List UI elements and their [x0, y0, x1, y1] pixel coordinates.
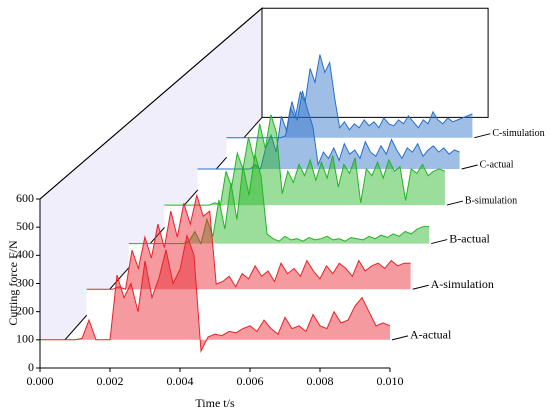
floor-strip [164, 205, 445, 228]
line [40, 233, 391, 353]
y-tick-label: 0 [28, 360, 34, 374]
line [86, 193, 411, 290]
y-tick-label: 600 [16, 191, 34, 205]
y-axis-label: Cutting force F/N [6, 240, 20, 326]
label-leader [474, 133, 491, 139]
label-leader [446, 200, 464, 206]
line [128, 153, 430, 246]
series-label: A-simulation [431, 277, 494, 291]
area [197, 90, 460, 169]
floor-strip [40, 339, 390, 368]
y-tick-label: 400 [16, 247, 34, 261]
x-tick-label: 0.000 [27, 374, 54, 388]
x-tick-label: 0.008 [307, 374, 334, 388]
y-tick-label: 200 [16, 303, 34, 317]
y-tick-label: 300 [16, 275, 34, 289]
x-tick-label: 0.002 [97, 374, 124, 388]
back-wall [261, 7, 489, 118]
top-edge [39, 7, 263, 200]
label-leader [431, 239, 448, 245]
series-label: C-simulation [492, 128, 544, 139]
floor-strip [128, 243, 430, 268]
line [197, 90, 460, 170]
area [164, 114, 445, 206]
area [86, 195, 411, 290]
floor-strip [197, 169, 460, 191]
label-leader [461, 164, 478, 170]
floor-strip [86, 289, 411, 316]
series-label: B-simulation [465, 195, 517, 206]
line [164, 114, 446, 206]
area [40, 235, 390, 352]
x-axis-label: Time t/s [195, 396, 235, 410]
label-leader [412, 284, 429, 290]
series-label: B-actual [449, 231, 490, 245]
series-label: A-actual [410, 328, 452, 342]
series-label: C-actual [480, 159, 514, 170]
x-tick-label: 0.004 [167, 374, 194, 388]
y-tick-label: 500 [16, 219, 34, 233]
label-leader [391, 335, 409, 341]
y-tick-label: 100 [16, 332, 34, 346]
x-tick-label: 0.010 [377, 374, 404, 388]
x-tick-label: 0.006 [237, 374, 264, 388]
floor-strip [226, 137, 473, 158]
area [226, 54, 473, 138]
